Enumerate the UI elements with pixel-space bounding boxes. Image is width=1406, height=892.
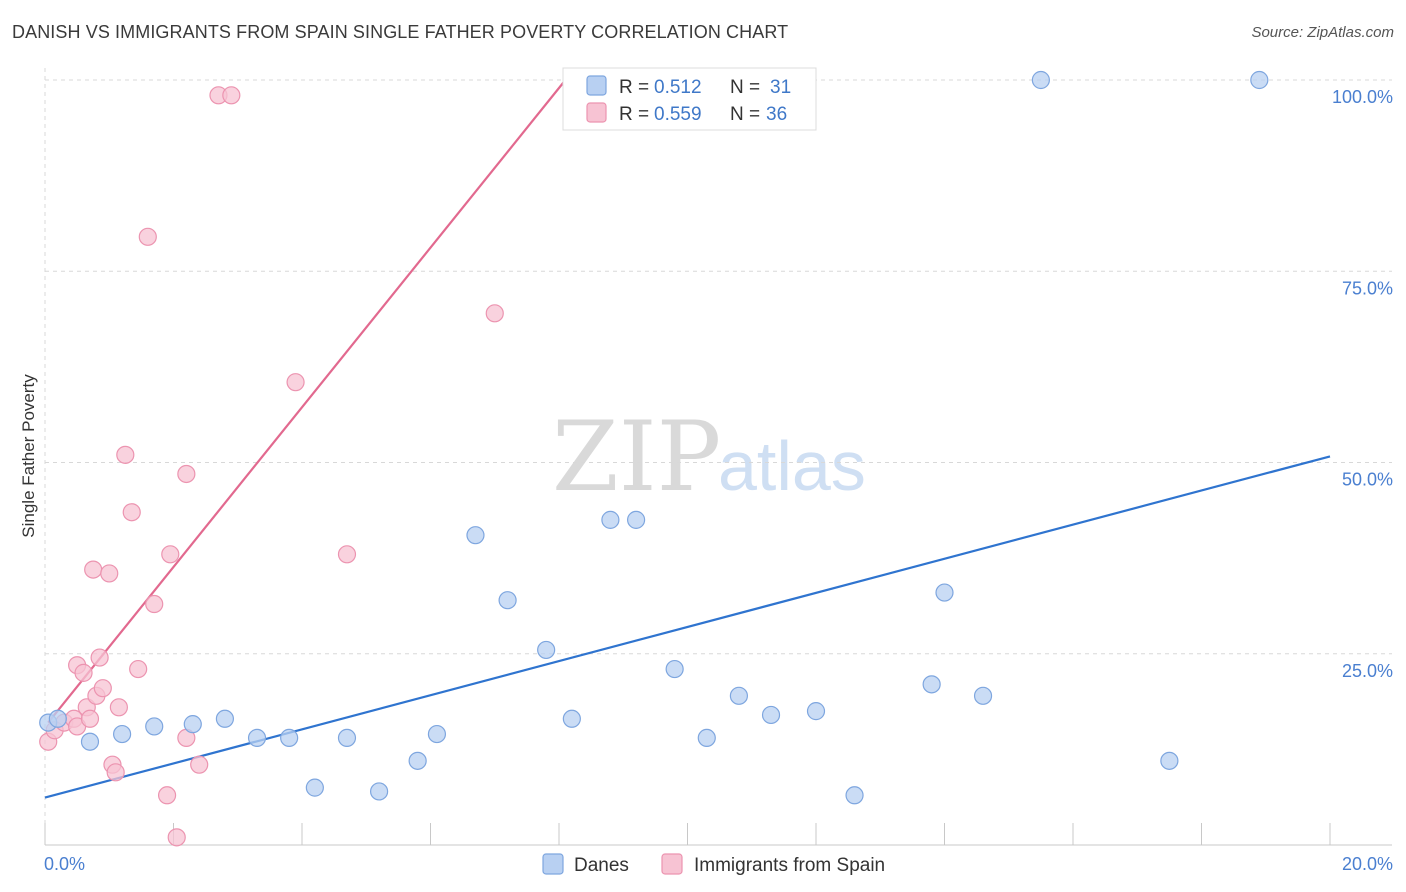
- danes-point: [562, 709, 581, 728]
- legend-danes-r-label: R =: [619, 77, 649, 98]
- spain-point: [145, 594, 164, 614]
- watermark-atlas: atlas: [718, 427, 866, 505]
- x-tick-label-max: 20.0%: [1342, 854, 1393, 874]
- legend-spain-r-label: R =: [619, 104, 649, 125]
- danes-point: [427, 724, 447, 744]
- x-tick-label-min: 0.0%: [44, 854, 85, 874]
- chart-title: DANISH VS IMMIGRANTS FROM SPAIN SINGLE F…: [12, 22, 789, 42]
- spain-point: [167, 828, 186, 847]
- spain-point: [116, 445, 135, 464]
- danes-point: [305, 778, 324, 797]
- spain-point: [138, 227, 157, 246]
- danes-point: [112, 724, 132, 744]
- y-tick-labels: 25.0% 50.0% 75.0% 100.0%: [1332, 87, 1393, 681]
- danes-point: [697, 728, 716, 748]
- spain-point: [129, 659, 148, 679]
- danes-point: [337, 728, 357, 748]
- danes-point: [973, 686, 993, 705]
- danes-point: [729, 686, 749, 705]
- danes-point: [665, 659, 684, 679]
- danes-point: [761, 705, 781, 725]
- x-ticks: [44, 823, 1331, 845]
- danes-point: [370, 782, 389, 801]
- danes-point: [498, 591, 517, 610]
- danes-point: [183, 715, 202, 734]
- y-tick-label: 50.0%: [1342, 470, 1393, 490]
- spain-point: [161, 545, 180, 564]
- y-axis-label: Single Father Poverty: [19, 374, 38, 538]
- danes-point: [935, 583, 954, 602]
- spain-point: [122, 503, 141, 522]
- legend-danes-n-label: N =: [730, 77, 760, 98]
- spain-point: [106, 763, 125, 782]
- danes-point: [280, 728, 299, 748]
- spain-point: [485, 304, 504, 323]
- danes-point: [1031, 70, 1050, 90]
- spain-point: [177, 464, 196, 484]
- spain-point: [84, 560, 103, 579]
- danes-point: [1250, 70, 1269, 90]
- danes-point: [922, 675, 941, 694]
- bottom-legend-danes-swatch: [542, 853, 564, 875]
- bottom-legend-danes-label: Danes: [574, 855, 629, 876]
- y-tick-label: 75.0%: [1342, 278, 1393, 298]
- data-points: [39, 70, 1269, 847]
- legend-spain-r-value: 0.559: [654, 104, 702, 125]
- grid-layer: [44, 68, 1392, 845]
- danes-point: [80, 732, 100, 751]
- legend-spain-n-label: N =: [730, 104, 760, 125]
- spain-point: [100, 564, 119, 583]
- legend-danes-swatch: [586, 75, 607, 96]
- spain-point: [222, 86, 241, 105]
- spain-point: [190, 755, 209, 774]
- spain-point: [93, 679, 112, 698]
- danes-point: [145, 717, 164, 736]
- danes-point: [215, 709, 234, 728]
- watermark-zip: ZIP: [552, 401, 721, 513]
- danes-point: [845, 786, 864, 805]
- danes-point: [408, 751, 427, 770]
- legend-spain-n-value: 36: [766, 104, 787, 125]
- danes-point: [806, 702, 826, 721]
- spain-point: [286, 373, 305, 392]
- spain-point: [157, 786, 177, 805]
- spain-point: [80, 709, 100, 728]
- danes-point: [601, 510, 620, 529]
- bottom-legend: Danes Immigrants from Spain: [542, 853, 885, 876]
- bottom-legend-spain-label: Immigrants from Spain: [694, 855, 885, 876]
- bottom-legend-spain-swatch: [661, 853, 683, 875]
- y-tick-label: 100.0%: [1332, 87, 1393, 107]
- danes-point: [537, 640, 556, 660]
- danes-point: [626, 510, 646, 529]
- chart-source: Source: ZipAtlas.com: [1251, 24, 1394, 41]
- legend-spain-swatch: [586, 102, 607, 123]
- legend-box: R = 0.512 N = 31 R = 0.559 N = 36: [562, 67, 817, 131]
- legend-danes-n-value: 31: [770, 77, 791, 98]
- spain-trend-line: [47, 79, 567, 724]
- legend-danes-r-value: 0.512: [654, 77, 702, 98]
- danes-point: [1160, 751, 1179, 770]
- danes-point: [466, 526, 485, 545]
- spain-point: [74, 663, 93, 682]
- danes-point: [48, 709, 67, 728]
- spain-point: [90, 648, 109, 667]
- danes-point: [247, 728, 267, 748]
- spain-point: [337, 545, 357, 564]
- y-tick-label: 25.0%: [1342, 661, 1393, 681]
- spain-point: [109, 698, 128, 717]
